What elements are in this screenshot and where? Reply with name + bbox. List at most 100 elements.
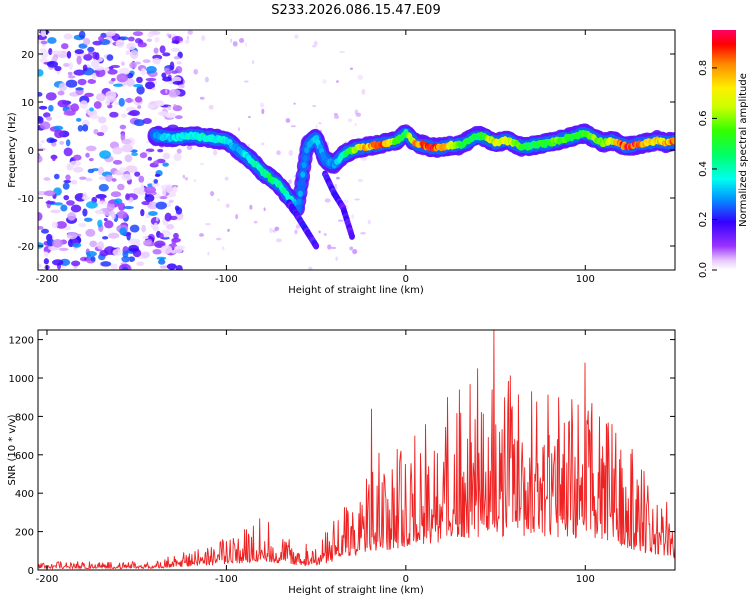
noise-blob: [333, 112, 338, 116]
noise-blob: [349, 67, 354, 70]
colorbar-label: Normalized spectral amplitude: [738, 73, 749, 227]
noise-blob: [62, 182, 70, 190]
noise-blob: [82, 124, 89, 132]
noise-blob: [337, 219, 344, 222]
y-tick-label: 600: [15, 451, 34, 462]
noise-blob: [46, 116, 53, 121]
noise-blob: [120, 36, 129, 41]
noise-blob: [186, 145, 193, 150]
noise-blob: [110, 263, 118, 270]
noise-blob: [92, 51, 98, 60]
noise-blob: [97, 219, 103, 228]
noise-blob: [43, 190, 56, 197]
noise-blob: [290, 125, 297, 128]
noise-blob: [96, 241, 105, 250]
noise-blob: [128, 244, 140, 252]
noise-blob: [90, 256, 96, 262]
noise-blob: [186, 35, 190, 42]
noise-blob: [285, 118, 291, 123]
noise-blob: [77, 124, 84, 132]
x-tick-label: 100: [576, 574, 595, 585]
noise-blob: [212, 149, 218, 156]
noise-blob: [99, 150, 111, 159]
noise-blob: [69, 160, 82, 167]
noise-blob: [89, 114, 100, 119]
noise-blob: [137, 105, 142, 109]
noise-blob: [85, 228, 96, 237]
noise-blob: [324, 198, 331, 203]
noise-blob: [176, 61, 182, 65]
noise-blob: [136, 76, 143, 84]
noise-blob: [127, 36, 135, 42]
noise-blob: [153, 47, 159, 54]
noise-blob: [119, 124, 127, 130]
noise-blob: [72, 154, 82, 161]
noise-blob: [121, 255, 131, 263]
noise-blob: [261, 108, 265, 115]
noise-blob: [360, 232, 367, 235]
y-tick-label: -10: [18, 194, 34, 205]
noise-blob: [354, 123, 357, 127]
noise-blob: [109, 111, 119, 118]
noise-blob: [38, 105, 48, 110]
noise-blob: [134, 96, 143, 103]
noise-blob: [166, 263, 177, 270]
noise-blob: [221, 246, 225, 251]
noise-blob: [103, 32, 116, 37]
noise-blob: [145, 148, 155, 153]
noise-blob: [45, 200, 56, 205]
noise-blob: [169, 61, 175, 71]
noise-blob: [171, 40, 180, 44]
noise-blob: [154, 80, 158, 85]
noise-blob: [43, 258, 49, 265]
noise-blob: [138, 175, 145, 183]
noise-blob: [70, 204, 82, 213]
noise-blob: [63, 33, 73, 40]
noise-blob: [93, 101, 102, 109]
noise-blob: [66, 200, 75, 206]
y-tick-label: 800: [15, 412, 34, 423]
noise-blob: [38, 242, 44, 249]
noise-blob: [84, 92, 94, 98]
noise-blob: [39, 48, 47, 52]
noise-blob: [201, 35, 206, 42]
noise-blob: [125, 50, 130, 55]
noise-blob: [104, 174, 113, 182]
noise-blob: [82, 208, 88, 217]
noise-blob: [243, 80, 249, 83]
noise-blob: [87, 51, 94, 55]
noise-blob: [276, 238, 282, 243]
snr-series-line: [38, 330, 675, 570]
noise-blob: [53, 125, 64, 131]
noise-blob: [66, 50, 72, 59]
snr-plot-area: [38, 330, 675, 570]
noise-blob: [67, 75, 76, 79]
noise-blob: [167, 105, 172, 111]
noise-blob: [116, 73, 129, 83]
noise-blob: [119, 227, 127, 236]
noise-blob: [82, 64, 88, 72]
noise-blob: [156, 62, 161, 65]
noise-blob: [119, 166, 126, 173]
noise-blob: [147, 104, 156, 109]
noise-blob: [227, 228, 230, 232]
branch-mark: [313, 242, 320, 250]
noise-blob: [204, 76, 209, 83]
chart-title: S233.2026.086.15.47.E09: [271, 3, 440, 18]
noise-blob: [58, 247, 69, 252]
noise-blob: [217, 198, 220, 202]
noise-blob: [61, 43, 69, 50]
noise-blob: [125, 78, 135, 87]
noise-blob: [94, 68, 106, 78]
noise-blob: [68, 61, 74, 70]
noise-blob: [77, 78, 87, 86]
y-tick-label: 400: [15, 489, 34, 500]
noise-blob: [139, 152, 148, 159]
noise-blob: [43, 112, 51, 118]
noise-blob: [367, 219, 371, 225]
noise-blob: [263, 207, 266, 212]
noise-blob: [38, 212, 43, 221]
noise-blob: [253, 220, 258, 224]
noise-blob: [38, 116, 44, 124]
